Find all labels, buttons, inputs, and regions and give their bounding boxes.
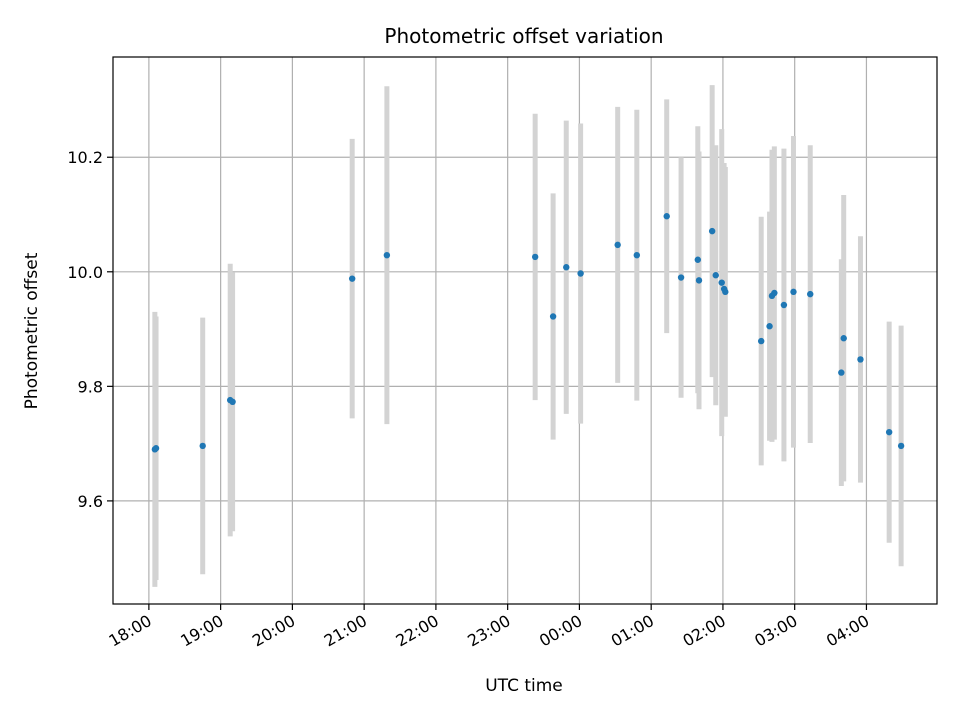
data-point [708,227,716,235]
data-point [614,241,621,249]
data-point [531,253,539,261]
data-point [780,301,788,309]
y-tick-label: 10.2 [67,148,103,167]
data-point [857,356,864,363]
x-axis-label: UTC time [485,676,563,696]
data-point [897,442,905,450]
data-point [663,213,670,220]
plot-frame [112,56,938,605]
data-point [840,335,847,342]
data-point [766,323,773,330]
data-point [757,337,765,345]
data-point [695,277,703,284]
y-tick-label: 10.0 [67,263,103,282]
data-point [718,279,725,286]
data-point [885,428,893,436]
data-point [633,251,641,259]
data-point [348,275,356,282]
y-axis-label: Photometric offset [22,252,42,409]
data-point [694,256,702,263]
data-point [199,442,206,450]
data-point [807,290,814,298]
data-point [563,264,570,271]
data-points [151,213,905,453]
data-point [152,445,160,452]
data-point [677,274,685,281]
data-point [771,289,778,297]
data-point [790,288,797,296]
chart-title: Photometric offset variation [384,24,663,48]
data-point [712,272,719,279]
y-ticks: 9.6 9.8 10.0 10.2 [67,148,113,511]
data-point [577,270,584,277]
data-point [383,251,391,259]
data-point [838,369,845,376]
data-point [722,288,729,296]
y-tick-label: 9.8 [78,377,103,396]
y-tick-label: 9.6 [78,492,103,511]
data-point [229,398,236,406]
data-point [549,313,557,320]
